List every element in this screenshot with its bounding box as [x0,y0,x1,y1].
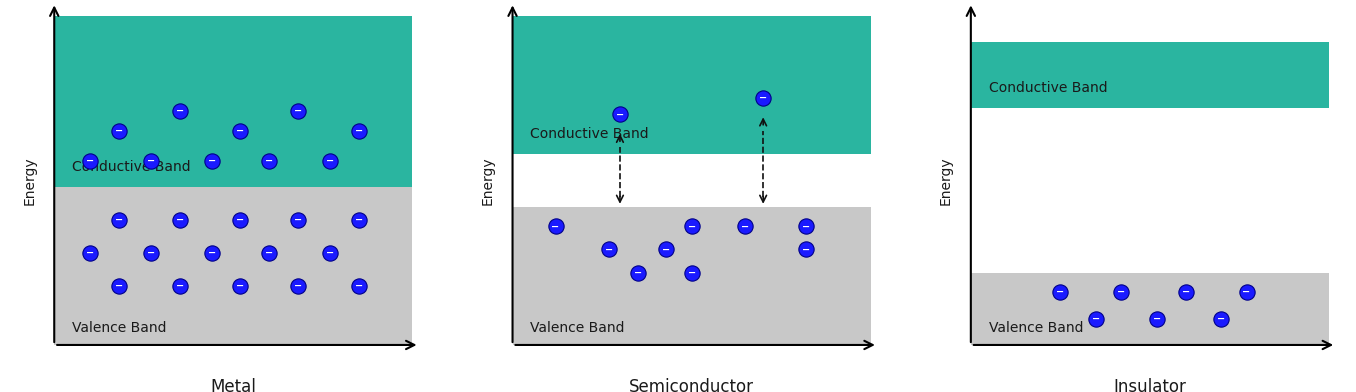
Text: Valence Band: Valence Band [989,321,1083,335]
Bar [54,16,412,187]
Text: Valence Band: Valence Band [530,321,625,335]
Text: −: − [663,245,671,254]
Text: −: − [1056,287,1064,297]
Text: −: − [325,248,334,258]
Text: Energy: Energy [938,156,953,205]
Text: Semiconductor: Semiconductor [629,378,754,392]
Text: −: − [354,126,362,136]
Text: −: − [85,156,94,165]
Text: −: − [1181,287,1189,297]
Text: −: − [115,215,123,225]
Text: Valence Band: Valence Band [72,321,167,335]
Text: −: − [207,248,216,258]
Text: −: − [236,281,244,291]
Text: −: − [85,248,94,258]
Bar [513,207,871,345]
Text: Conductive Band: Conductive Band [989,81,1108,95]
Text: −: − [264,156,273,165]
Text: −: − [175,215,183,225]
Text: −: − [354,215,362,225]
Text: −: − [633,267,641,278]
Text: Insulator: Insulator [1113,378,1186,392]
Text: Conductive Band: Conductive Band [530,127,650,141]
Text: −: − [1242,287,1250,297]
Bar [54,187,412,345]
Bar [971,272,1329,345]
Text: −: − [1092,314,1100,324]
Text: Energy: Energy [22,156,37,205]
Text: −: − [207,156,216,165]
Text: −: − [742,221,750,231]
Text: −: − [1218,314,1226,324]
Bar [971,42,1329,108]
Text: −: − [687,267,696,278]
Text: −: − [175,106,183,116]
Text: −: − [605,245,613,254]
Text: −: − [146,156,155,165]
Text: −: − [146,248,155,258]
Text: −: − [325,156,334,165]
Text: −: − [236,215,244,225]
Text: −: − [801,221,810,231]
Text: −: − [552,221,560,231]
Text: −: − [1153,314,1161,324]
Text: −: − [115,126,123,136]
Text: −: − [294,215,302,225]
Text: −: − [115,281,123,291]
Text: −: − [1117,287,1125,297]
Text: −: − [616,109,624,120]
Text: −: − [759,93,767,103]
Text: Conductive Band: Conductive Band [72,160,191,174]
Text: −: − [294,281,302,291]
Text: −: − [175,281,183,291]
Text: −: − [264,248,273,258]
Text: −: − [801,245,810,254]
Text: −: − [294,106,302,116]
Text: −: − [354,281,362,291]
Text: −: − [687,221,696,231]
Bar [513,16,871,154]
Text: Energy: Energy [480,156,495,205]
Text: −: − [236,126,244,136]
Text: Metal: Metal [210,378,256,392]
